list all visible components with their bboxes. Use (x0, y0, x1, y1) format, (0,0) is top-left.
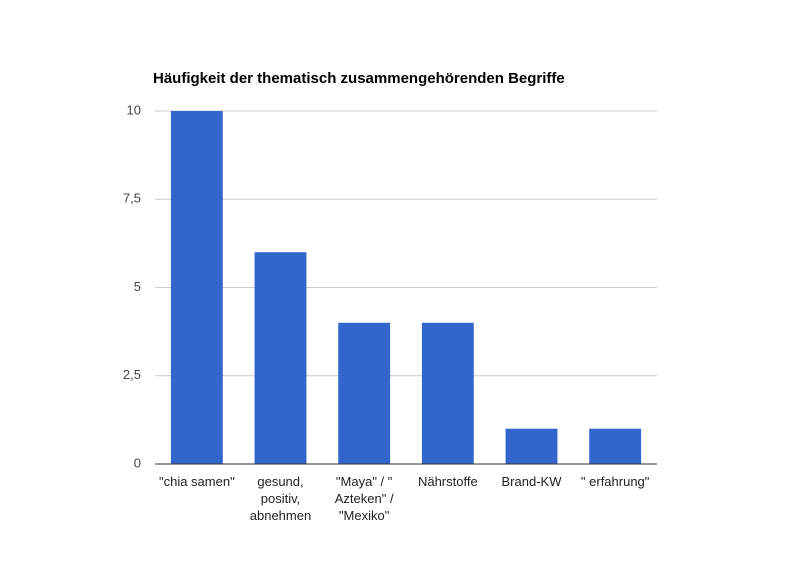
chart-title: Häufigkeit der thematisch zusammengehöre… (153, 70, 565, 87)
bar (505, 428, 558, 464)
x-tick-label: " erfahrung" (580, 474, 650, 489)
x-tick-label: Brand-KW (501, 474, 562, 489)
y-tick-label: 10 (127, 102, 141, 117)
bar (589, 428, 642, 464)
y-tick-label: 2,5 (123, 367, 141, 382)
y-tick-label: 7,5 (123, 191, 141, 206)
x-tick-label: Nährstoffe (417, 474, 478, 489)
x-tick-label: gesund, positiv, abnehmen (249, 474, 312, 523)
bar (421, 322, 474, 464)
x-tick-label: "Maya" / " Azteken" / "Mexiko" (334, 474, 394, 523)
bar (170, 111, 223, 464)
bar (338, 322, 391, 464)
x-tick-label: "chia samen" (158, 474, 235, 489)
bar (254, 252, 307, 464)
y-tick-label: 0 (134, 455, 141, 470)
y-tick-label: 5 (134, 279, 141, 294)
